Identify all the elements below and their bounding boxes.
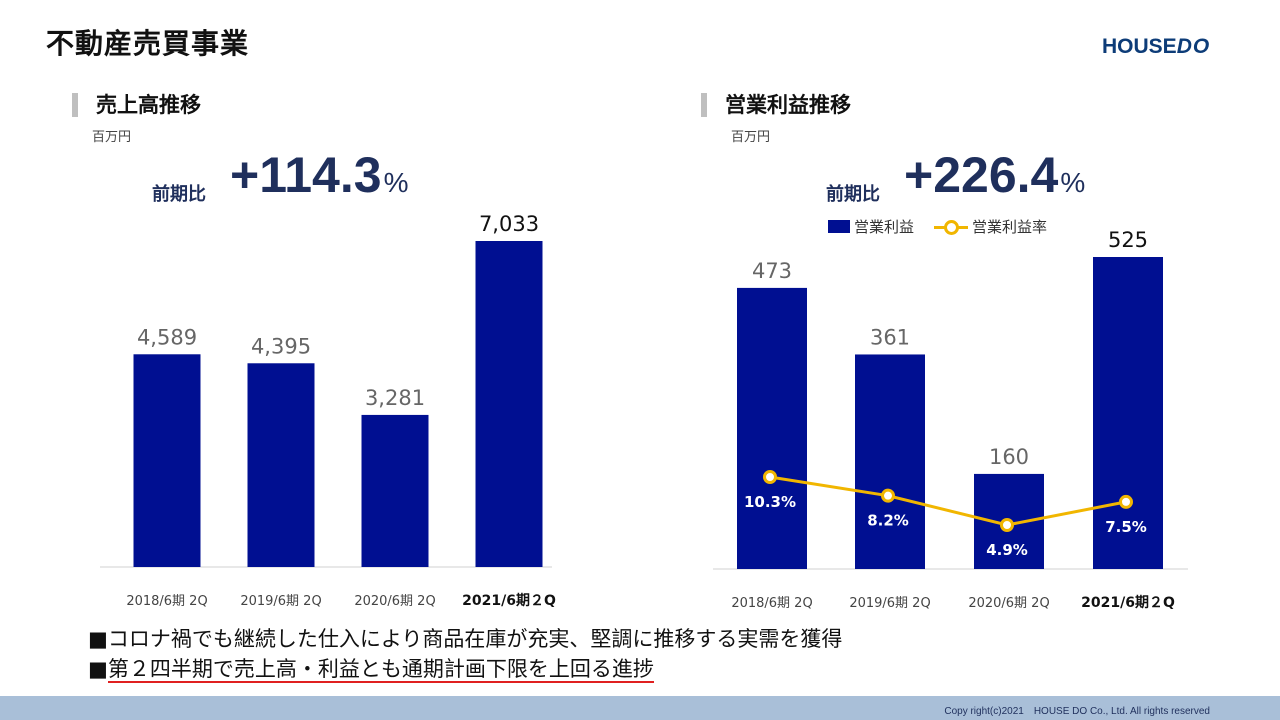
sales-yoy-label: 前期比 (152, 184, 206, 205)
profit-bar-2 (855, 354, 925, 569)
sales-bar-2 (247, 363, 315, 567)
profit-category-label-2: 2019/6期 2Q (849, 596, 930, 611)
profit-chart-legend: 営業利益 営業利益率 (828, 216, 1047, 237)
sales-yoy-percent: % (383, 167, 409, 198)
profit-category-label-1: 2018/6期 2Q (731, 596, 812, 611)
sales-category-label-4: 2021/6期２Q (462, 593, 556, 609)
bullet-2-marker: ■ (88, 657, 108, 681)
sales-category-label-3: 2020/6期 2Q (354, 594, 435, 609)
sales-value-label-2: 4,395 (251, 334, 311, 358)
sales-category-label-2: 2019/6期 2Q (240, 594, 321, 609)
sales-yoy-number: +114.3 (230, 147, 382, 203)
legend-bar-label: 営業利益 (854, 218, 915, 236)
profit-margin-point-3 (1000, 518, 1014, 532)
profit-bar-4 (1093, 257, 1163, 569)
sales-category-label-1: 2018/6期 2Q (126, 594, 207, 609)
profit-margin-label-4: 7.5% (1105, 518, 1147, 536)
profit-margin-point-2 (881, 488, 895, 503)
profit-value-label-2: 361 (870, 325, 910, 349)
profit-margin-point-4 (1119, 494, 1133, 509)
legend-bar-swatch (828, 220, 850, 233)
bullet-1: ■コロナ禍でも継続した仕入により商品在庫が充実、堅調に推移する実需を獲得 (88, 624, 842, 654)
profit-margin-label-2: 8.2% (867, 512, 909, 530)
profit-bar-1 (737, 287, 807, 569)
sales-unit-label: 百万円 (92, 130, 132, 145)
sales-value-label-4: 7,033 (479, 212, 539, 236)
profit-margin-line (769, 475, 1127, 527)
sales-bar-1 (133, 354, 201, 567)
profit-margin-label-3: 4.9% (986, 541, 1028, 559)
profit-category-label-4: 2021/6期２Q (1081, 595, 1175, 611)
profit-value-label-4: 525 (1108, 228, 1148, 252)
page-title: 不動産売買事業 (46, 27, 250, 60)
profit-yoy-value: +226.4% (904, 146, 1085, 204)
sales-value-label-3: 3,281 (365, 386, 425, 410)
profit-section-title: 営業利益推移 (701, 93, 851, 117)
legend-line-swatch (934, 219, 969, 235)
logo-part-house: HOUSE (1102, 35, 1177, 58)
logo-part-do: DO (1176, 35, 1211, 58)
profit-unit-label: 百万円 (731, 130, 771, 145)
profit-category-label-3: 2020/6期 2Q (968, 596, 1049, 611)
sales-bar-4 (475, 241, 543, 567)
profit-yoy-percent: % (1060, 167, 1086, 198)
bullet-2: ■第２四半期で売上高・利益とも通期計画下限を上回る進捗 (88, 654, 842, 684)
legend-line-label: 営業利益率 (972, 218, 1048, 236)
bullet-1-marker: ■ (88, 627, 108, 651)
summary-bullets: ■コロナ禍でも継続した仕入により商品在庫が充実、堅調に推移する実需を獲得 ■第２… (88, 624, 842, 684)
profit-value-label-3: 160 (989, 445, 1029, 469)
profit-value-label-1: 473 (752, 259, 792, 283)
bullet-2-text: 第２四半期で売上高・利益とも通期計画下限を上回る進捗 (107, 657, 654, 683)
sales-yoy-value: +114.3% (230, 146, 408, 204)
bullet-1-text: コロナ禍でも継続した仕入により商品在庫が充実、堅調に推移する実需を獲得 (107, 627, 843, 651)
sales-bar-3 (361, 414, 429, 567)
profit-margin-label-1: 10.3% (744, 493, 796, 511)
profit-yoy-label: 前期比 (826, 184, 880, 205)
sales-value-label-1: 4,589 (137, 325, 197, 349)
house-do-logo: HOUSEDO (1102, 35, 1210, 59)
profit-yoy-number: +226.4 (904, 147, 1059, 203)
sales-section-title: 売上高推移 (72, 93, 201, 117)
copyright-text: Copy right(c)2021 HOUSE DO Co., Ltd. All… (944, 706, 1210, 717)
footer-bar: Copy right(c)2021 HOUSE DO Co., Ltd. All… (0, 696, 1280, 720)
profit-margin-point-1 (763, 470, 777, 484)
